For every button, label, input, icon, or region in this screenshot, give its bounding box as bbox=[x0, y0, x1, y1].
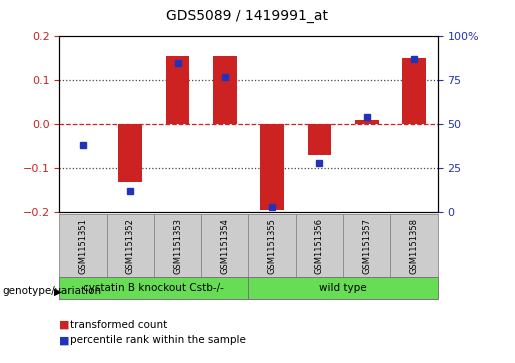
Text: GSM1151354: GSM1151354 bbox=[220, 218, 229, 274]
Text: transformed count: transformed count bbox=[70, 320, 167, 330]
Text: GSM1151351: GSM1151351 bbox=[78, 218, 88, 274]
Text: ■: ■ bbox=[59, 320, 70, 330]
FancyBboxPatch shape bbox=[390, 214, 438, 278]
FancyBboxPatch shape bbox=[248, 214, 296, 278]
Text: genotype/variation: genotype/variation bbox=[3, 286, 101, 297]
FancyBboxPatch shape bbox=[201, 214, 248, 278]
FancyBboxPatch shape bbox=[59, 214, 107, 278]
Bar bbox=[260, 124, 284, 210]
Bar bbox=[307, 124, 331, 155]
Text: GDS5089 / 1419991_at: GDS5089 / 1419991_at bbox=[166, 9, 328, 23]
FancyBboxPatch shape bbox=[248, 277, 438, 299]
Bar bbox=[213, 56, 237, 124]
FancyBboxPatch shape bbox=[154, 214, 201, 278]
Bar bbox=[355, 120, 379, 124]
Text: GSM1151352: GSM1151352 bbox=[126, 218, 135, 274]
Text: ▶: ▶ bbox=[54, 286, 62, 297]
Text: GSM1151353: GSM1151353 bbox=[173, 218, 182, 274]
Text: GSM1151357: GSM1151357 bbox=[362, 218, 371, 274]
Text: GSM1151355: GSM1151355 bbox=[268, 218, 277, 274]
Text: GSM1151356: GSM1151356 bbox=[315, 218, 324, 274]
Bar bbox=[402, 58, 426, 124]
Text: ■: ■ bbox=[59, 335, 70, 346]
Bar bbox=[118, 124, 142, 182]
FancyBboxPatch shape bbox=[343, 214, 390, 278]
FancyBboxPatch shape bbox=[296, 214, 343, 278]
Text: wild type: wild type bbox=[319, 283, 367, 293]
Bar bbox=[166, 56, 190, 124]
Text: cystatin B knockout Cstb-/-: cystatin B knockout Cstb-/- bbox=[83, 283, 225, 293]
Text: GSM1151358: GSM1151358 bbox=[409, 218, 419, 274]
FancyBboxPatch shape bbox=[59, 277, 248, 299]
FancyBboxPatch shape bbox=[107, 214, 154, 278]
Text: percentile rank within the sample: percentile rank within the sample bbox=[70, 335, 246, 346]
